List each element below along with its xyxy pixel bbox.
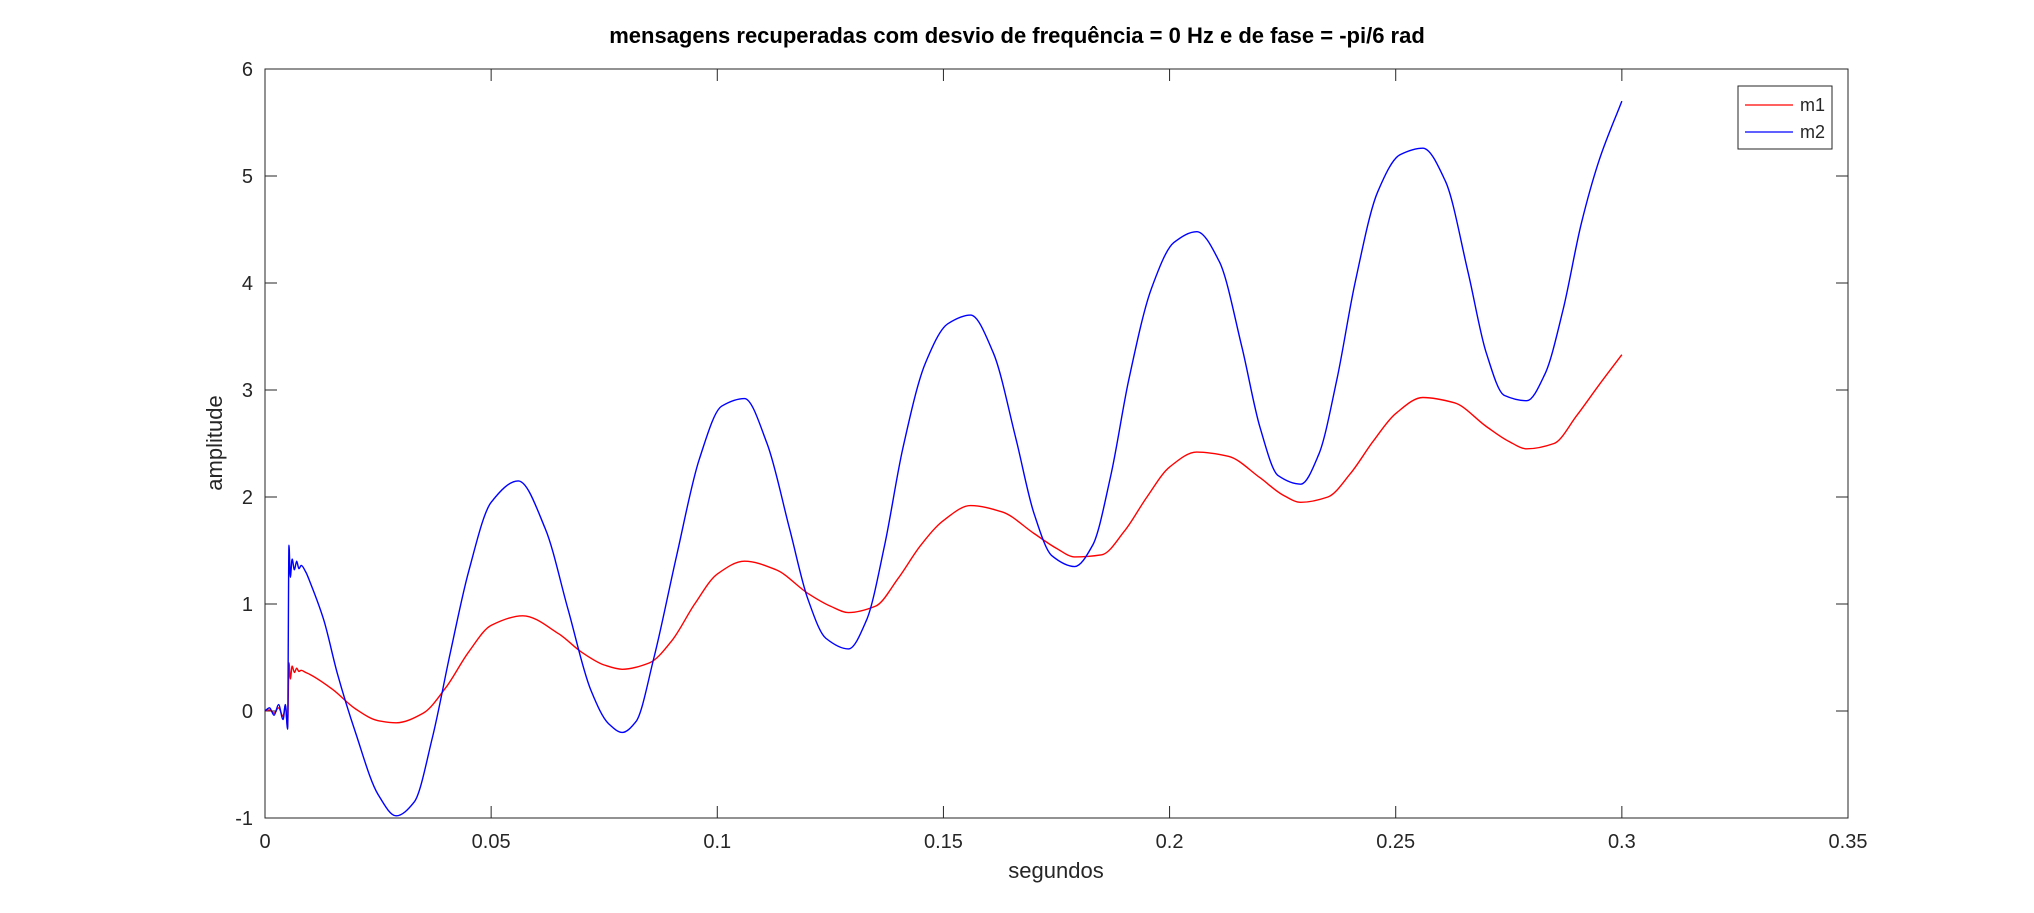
x-tick-label: 0 [259,831,270,853]
series-line-m2 [264,100,1623,817]
x-axis-label: segundos [1008,858,1103,883]
x-tick-label: 0.2 [1156,831,1184,853]
y-tick-label: 3 [242,380,253,402]
y-tick-label: 5 [242,166,253,188]
y-tick-label: 6 [242,59,253,81]
y-axis-label: amplitude [202,395,227,490]
x-tick-label: 0.1 [703,831,731,853]
legend-label-m2: m2 [1800,122,1825,142]
plot-area [264,68,1849,819]
legend-box [1737,85,1833,150]
legend: m1 m2 [1737,85,1833,150]
x-axis: 0 0.05 0.1 0.15 0.2 0.25 0.3 0.35 [259,69,1867,853]
y-axis: -1 0 1 2 3 4 5 6 [235,59,1848,830]
y-tick-label: 4 [242,273,253,295]
x-tick-label: 0.05 [472,831,511,853]
legend-label-m1: m1 [1800,95,1825,115]
series-layer [264,100,1623,817]
chart-title: mensagens recuperadas com desvio de freq… [609,23,1425,48]
x-tick-label: 0.35 [1829,831,1868,853]
y-tick-label: 1 [242,594,253,616]
y-tick-label: -1 [235,808,253,830]
series-line-m1 [264,354,1623,728]
y-tick-label: 2 [242,487,253,509]
x-tick-label: 0.25 [1376,831,1415,853]
x-tick-label: 0.15 [924,831,963,853]
y-tick-label: 0 [242,701,253,723]
x-tick-label: 0.3 [1608,831,1636,853]
